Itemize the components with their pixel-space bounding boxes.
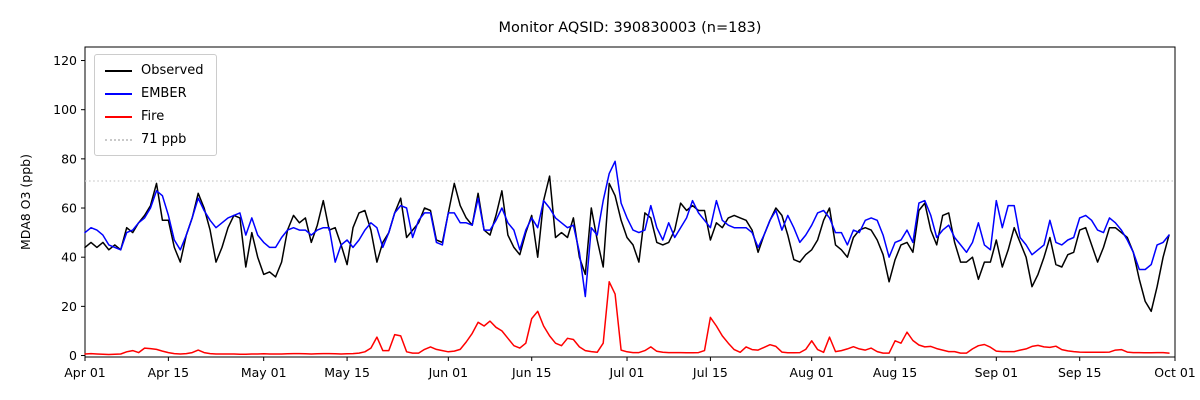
legend-item-observed: Observed [105, 63, 204, 78]
threshold-line-sample [105, 138, 132, 141]
x-tick-label: May 01 [241, 365, 287, 380]
legend-label-observed: Observed [141, 63, 204, 78]
x-tick-label: Sep 01 [975, 365, 1018, 380]
series-line-ember [84, 160, 1170, 298]
y-tick-label: 40 [61, 250, 77, 265]
observed-line-sample [105, 69, 132, 72]
legend-label-fire: Fire [141, 109, 165, 124]
x-tick-label: Apr 01 [64, 365, 106, 380]
x-tick-label: Jun 15 [511, 365, 551, 380]
y-tick-label: 60 [61, 201, 77, 216]
chart-title: Monitor AQSID: 390830003 (n=183) [499, 20, 762, 36]
y-tick-label: 20 [61, 299, 77, 314]
y-tick-label: 0 [69, 348, 77, 363]
y-tick-label: 120 [53, 53, 77, 68]
x-tick-label: Jun 01 [428, 365, 468, 380]
fire-line-sample [105, 115, 132, 118]
y-tick-label: 80 [61, 151, 77, 166]
y-tick-label: 100 [53, 102, 77, 117]
legend-item-ember: EMBER [105, 86, 204, 101]
series-line-fire [84, 281, 1170, 356]
y-axis-label: MDA8 O3 (ppb) [18, 154, 33, 250]
x-tick-label: Aug 15 [873, 365, 917, 380]
x-tick-label: Apr 15 [148, 365, 190, 380]
ember-line-sample [105, 92, 132, 95]
legend-item-threshold: 71 ppb [105, 132, 204, 147]
legend-item-fire: Fire [105, 109, 204, 124]
legend: Observed EMBER Fire 71 ppb [94, 54, 217, 156]
x-tick-label: Jul 01 [609, 365, 645, 380]
x-tick-label: Sep 15 [1058, 365, 1101, 380]
series-line-observed [84, 175, 1170, 313]
x-tick-label: Jul 15 [692, 365, 728, 380]
plot-border [84, 46, 1176, 358]
legend-label-threshold: 71 ppb [141, 132, 187, 147]
x-tick-label: May 15 [324, 365, 370, 380]
x-tick-label: Aug 01 [790, 365, 834, 380]
plot-area: 0 20 40 60 80 100 120 Apr 01 Apr 15 May 01 May 15 J… [53, 46, 1196, 380]
x-tick-label: Oct 01 [1154, 365, 1196, 380]
legend-label-ember: EMBER [141, 86, 187, 101]
